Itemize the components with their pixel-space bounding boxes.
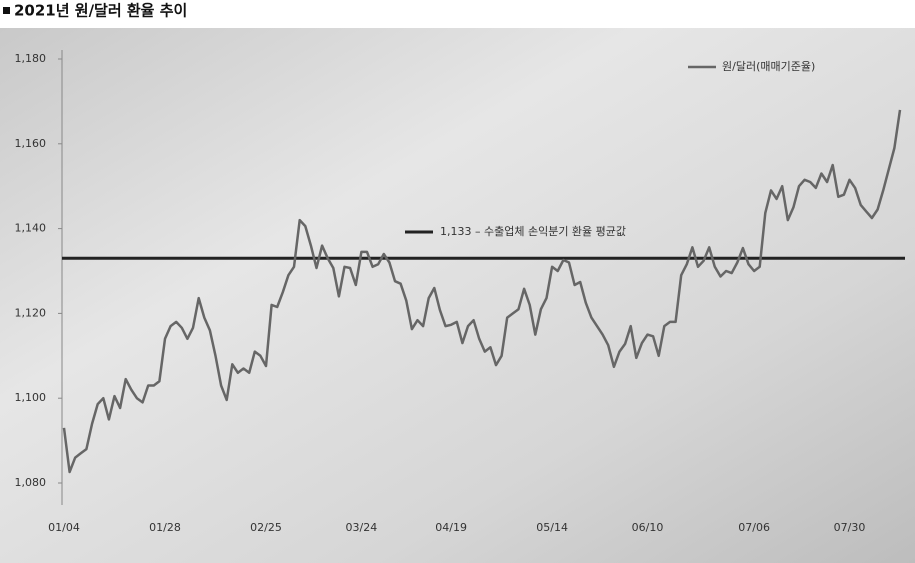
x-tick-label: 04/19: [435, 521, 467, 534]
x-tick-label: 07/06: [738, 521, 770, 534]
y-tick-label: 1,180: [15, 52, 47, 65]
x-tick-label: 03/24: [346, 521, 378, 534]
x-tick-label: 02/25: [250, 521, 282, 534]
y-tick-label: 1,080: [15, 476, 47, 489]
y-tick-label: 1,160: [15, 137, 47, 150]
x-tick-label: 01/04: [48, 521, 80, 534]
background: [0, 28, 915, 563]
chart-title: 2021년 원/달러 환율 추이: [14, 2, 187, 20]
x-tick-label: 01/28: [149, 521, 181, 534]
legend-label: 원/달러(매매기준율): [722, 60, 815, 73]
x-tick-label: 07/30: [834, 521, 866, 534]
title-marker: [3, 7, 10, 14]
series-line: [62, 109, 902, 474]
reference-label: 1,133 – 수출업체 손익분기 환율 평균값: [440, 225, 626, 238]
y-tick-label: 1,140: [15, 222, 47, 235]
y-tick-label: 1,100: [15, 391, 47, 404]
y-tick-label: 1,120: [15, 306, 47, 319]
x-tick-label: 05/14: [536, 521, 568, 534]
x-tick-label: 06/10: [632, 521, 664, 534]
